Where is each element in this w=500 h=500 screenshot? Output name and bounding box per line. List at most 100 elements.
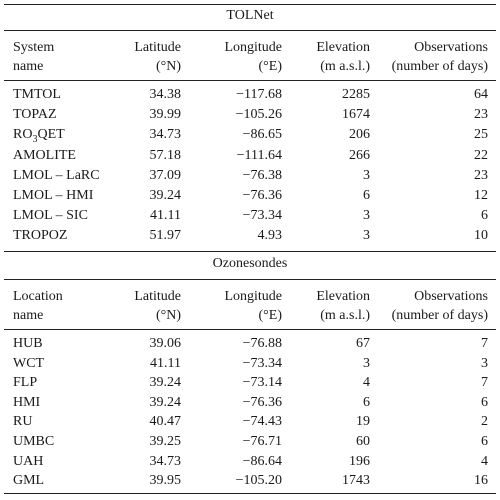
ozonesondes-cell-observations: 3 [481,355,488,371]
tolnet-cell-elevation: 266 [349,147,370,163]
ozonesondes-cell-latitude: 41.11 [150,355,181,371]
tolnet-title-rule [4,30,496,31]
tolnet-cell-name: TROPOZ [13,228,68,244]
tolnet-cell-latitude: 57.18 [149,147,182,163]
tolnet-cell-longitude: −86.65 [242,127,282,143]
ozonesondes-cell-latitude: 39.06 [149,336,182,351]
tolnet-cell-observations: 64 [474,87,488,102]
ozonesondes-cell-name: RU [13,414,33,430]
ozonesondes-header-observations: Observations (number of days) [391,289,488,323]
bottom-rule [4,493,496,495]
tolnet-cell-name: AMOLITE [13,147,76,163]
tolnet-cell-longitude: −111.64 [236,147,282,163]
ozonesondes-cell-name: WCT [13,355,45,371]
tolnet-header-latitude: Latitude (°N) [134,40,181,74]
tolnet-cell-observations: 25 [474,127,488,143]
ozonesondes-cell-longitude: −86.64 [242,453,282,469]
tolnet-header-name: System name [13,40,55,74]
ozonesondes-cell-latitude: 39.24 [149,375,182,391]
tolnet-cell-name: LMOL – HMI [13,188,94,203]
ozonesondes-cell-observations: 6 [481,434,488,449]
ozonesondes-cell-observations: 7 [481,375,488,391]
tolnet-cell-observations: 6 [481,208,488,224]
tolnet-cell-latitude: 39.24 [149,188,182,203]
section-divider-rule [4,251,496,253]
ozonesondes-cell-latitude: 39.25 [149,434,182,449]
ozonesondes-cell-observations: 2 [481,414,488,430]
ozonesondes-header-latitude: Latitude (°N) [134,289,181,323]
ozonesondes-cell-name: GML [13,473,45,489]
ozonesondes-cell-longitude: −73.14 [242,375,282,391]
tolnet-cell-elevation: 3 [363,208,370,224]
ozonesondes-header-elevation: Elevation (m a.s.l.) [316,289,370,323]
tolnet-header-elevation: Elevation (m a.s.l.) [316,40,370,74]
ozonesondes-cell-longitude: −74.43 [242,414,282,430]
ozonesondes-title-rule [4,279,496,280]
tolnet-cell-elevation: 1674 [342,107,370,123]
ozonesondes-cell-observations: 4 [481,453,488,469]
tolnet-cell-elevation: 3 [363,228,370,244]
ozonesondes-cell-elevation: 19 [356,414,370,430]
ozonesondes-cell-name: FLP [13,375,38,391]
tolnet-cell-elevation: 2285 [342,87,370,102]
ozonesondes-cell-elevation: 67 [356,336,370,351]
ozonesondes-cell-elevation: 196 [349,453,370,469]
tolnet-cell-observations: 10 [474,228,488,244]
tolnet-cell-elevation: 206 [349,127,370,143]
tolnet-cell-longitude: −76.36 [242,188,282,203]
tolnet-cell-longitude: −105.26 [235,107,282,123]
tolnet-cell-longitude: 4.93 [257,228,283,244]
ozonesondes-cell-latitude: 40.47 [149,414,182,430]
tolnet-cell-observations: 22 [474,147,488,163]
tolnet-cell-name: TMTOL [13,87,61,102]
ozonesondes-cell-longitude: −76.36 [242,394,282,410]
ozonesondes-cell-elevation: 1743 [342,473,370,489]
ozonesondes-cell-longitude: −73.34 [242,355,282,371]
tolnet-cell-elevation: 3 [363,167,370,183]
ozonesondes-cell-longitude: −105.20 [235,473,282,489]
ozonesondes-cell-observations: 7 [481,336,488,351]
ozonesondes-cell-latitude: 39.24 [149,394,182,410]
tolnet-cell-latitude: 39.99 [149,107,182,123]
tolnet-cell-name: RO3QET [13,127,65,146]
tolnet-cell-latitude: 41.11 [150,208,181,224]
tolnet-cell-observations: 12 [474,188,488,203]
top-rule [4,4,496,6]
ozonesondes-cell-latitude: 39.95 [149,473,182,489]
tolnet-cell-observations: 23 [474,107,488,123]
tolnet-cell-latitude: 37.09 [149,167,182,183]
tolnet-section-title: TOLNet [226,8,274,23]
ozonesondes-header-name: Location name [13,289,63,323]
ozonesondes-cell-name: HMI [13,394,41,410]
tolnet-cell-latitude: 34.73 [149,127,182,143]
tolnet-cell-longitude: −76.38 [242,167,282,183]
tolnet-cell-observations: 23 [474,167,488,183]
ozonesondes-cell-elevation: 60 [356,434,370,449]
ozonesondes-cell-name: UAH [13,453,44,469]
ozonesondes-cell-observations: 6 [481,394,488,410]
ozonesondes-cell-longitude: −76.71 [242,434,282,449]
ozonesondes-cell-name: UMBC [13,434,55,449]
ozonesondes-header-rule [4,329,496,330]
tolnet-cell-name: LMOL – SIC [13,208,88,224]
ozonesondes-cell-latitude: 34.73 [149,453,182,469]
ozonesondes-cell-name: HUB [13,336,43,351]
tolnet-header-longitude: Longitude (°E) [224,40,282,74]
ozonesondes-cell-elevation: 3 [363,355,370,371]
tolnet-cell-name: TOPAZ [13,107,57,123]
ozonesondes-cell-elevation: 4 [363,375,370,391]
tolnet-cell-latitude: 34.38 [149,87,182,102]
tolnet-cell-elevation: 6 [363,188,370,203]
ozonesondes-header-longitude: Longitude (°E) [224,289,282,323]
tolnet-header-rule [4,80,496,81]
ozonesondes-cell-longitude: −76.88 [242,336,282,351]
tolnet-cell-longitude: −117.68 [236,87,282,102]
tolnet-cell-name: LMOL – LaRC [13,167,100,183]
tolnet-header-observations: Observations (number of days) [391,40,488,74]
ozonesondes-section-title: Ozonesondes [212,256,288,271]
tolnet-cell-longitude: −73.34 [242,208,282,224]
ozonesondes-cell-observations: 16 [474,473,488,489]
ozonesondes-cell-elevation: 6 [363,394,370,410]
tolnet-cell-latitude: 51.97 [149,228,182,244]
